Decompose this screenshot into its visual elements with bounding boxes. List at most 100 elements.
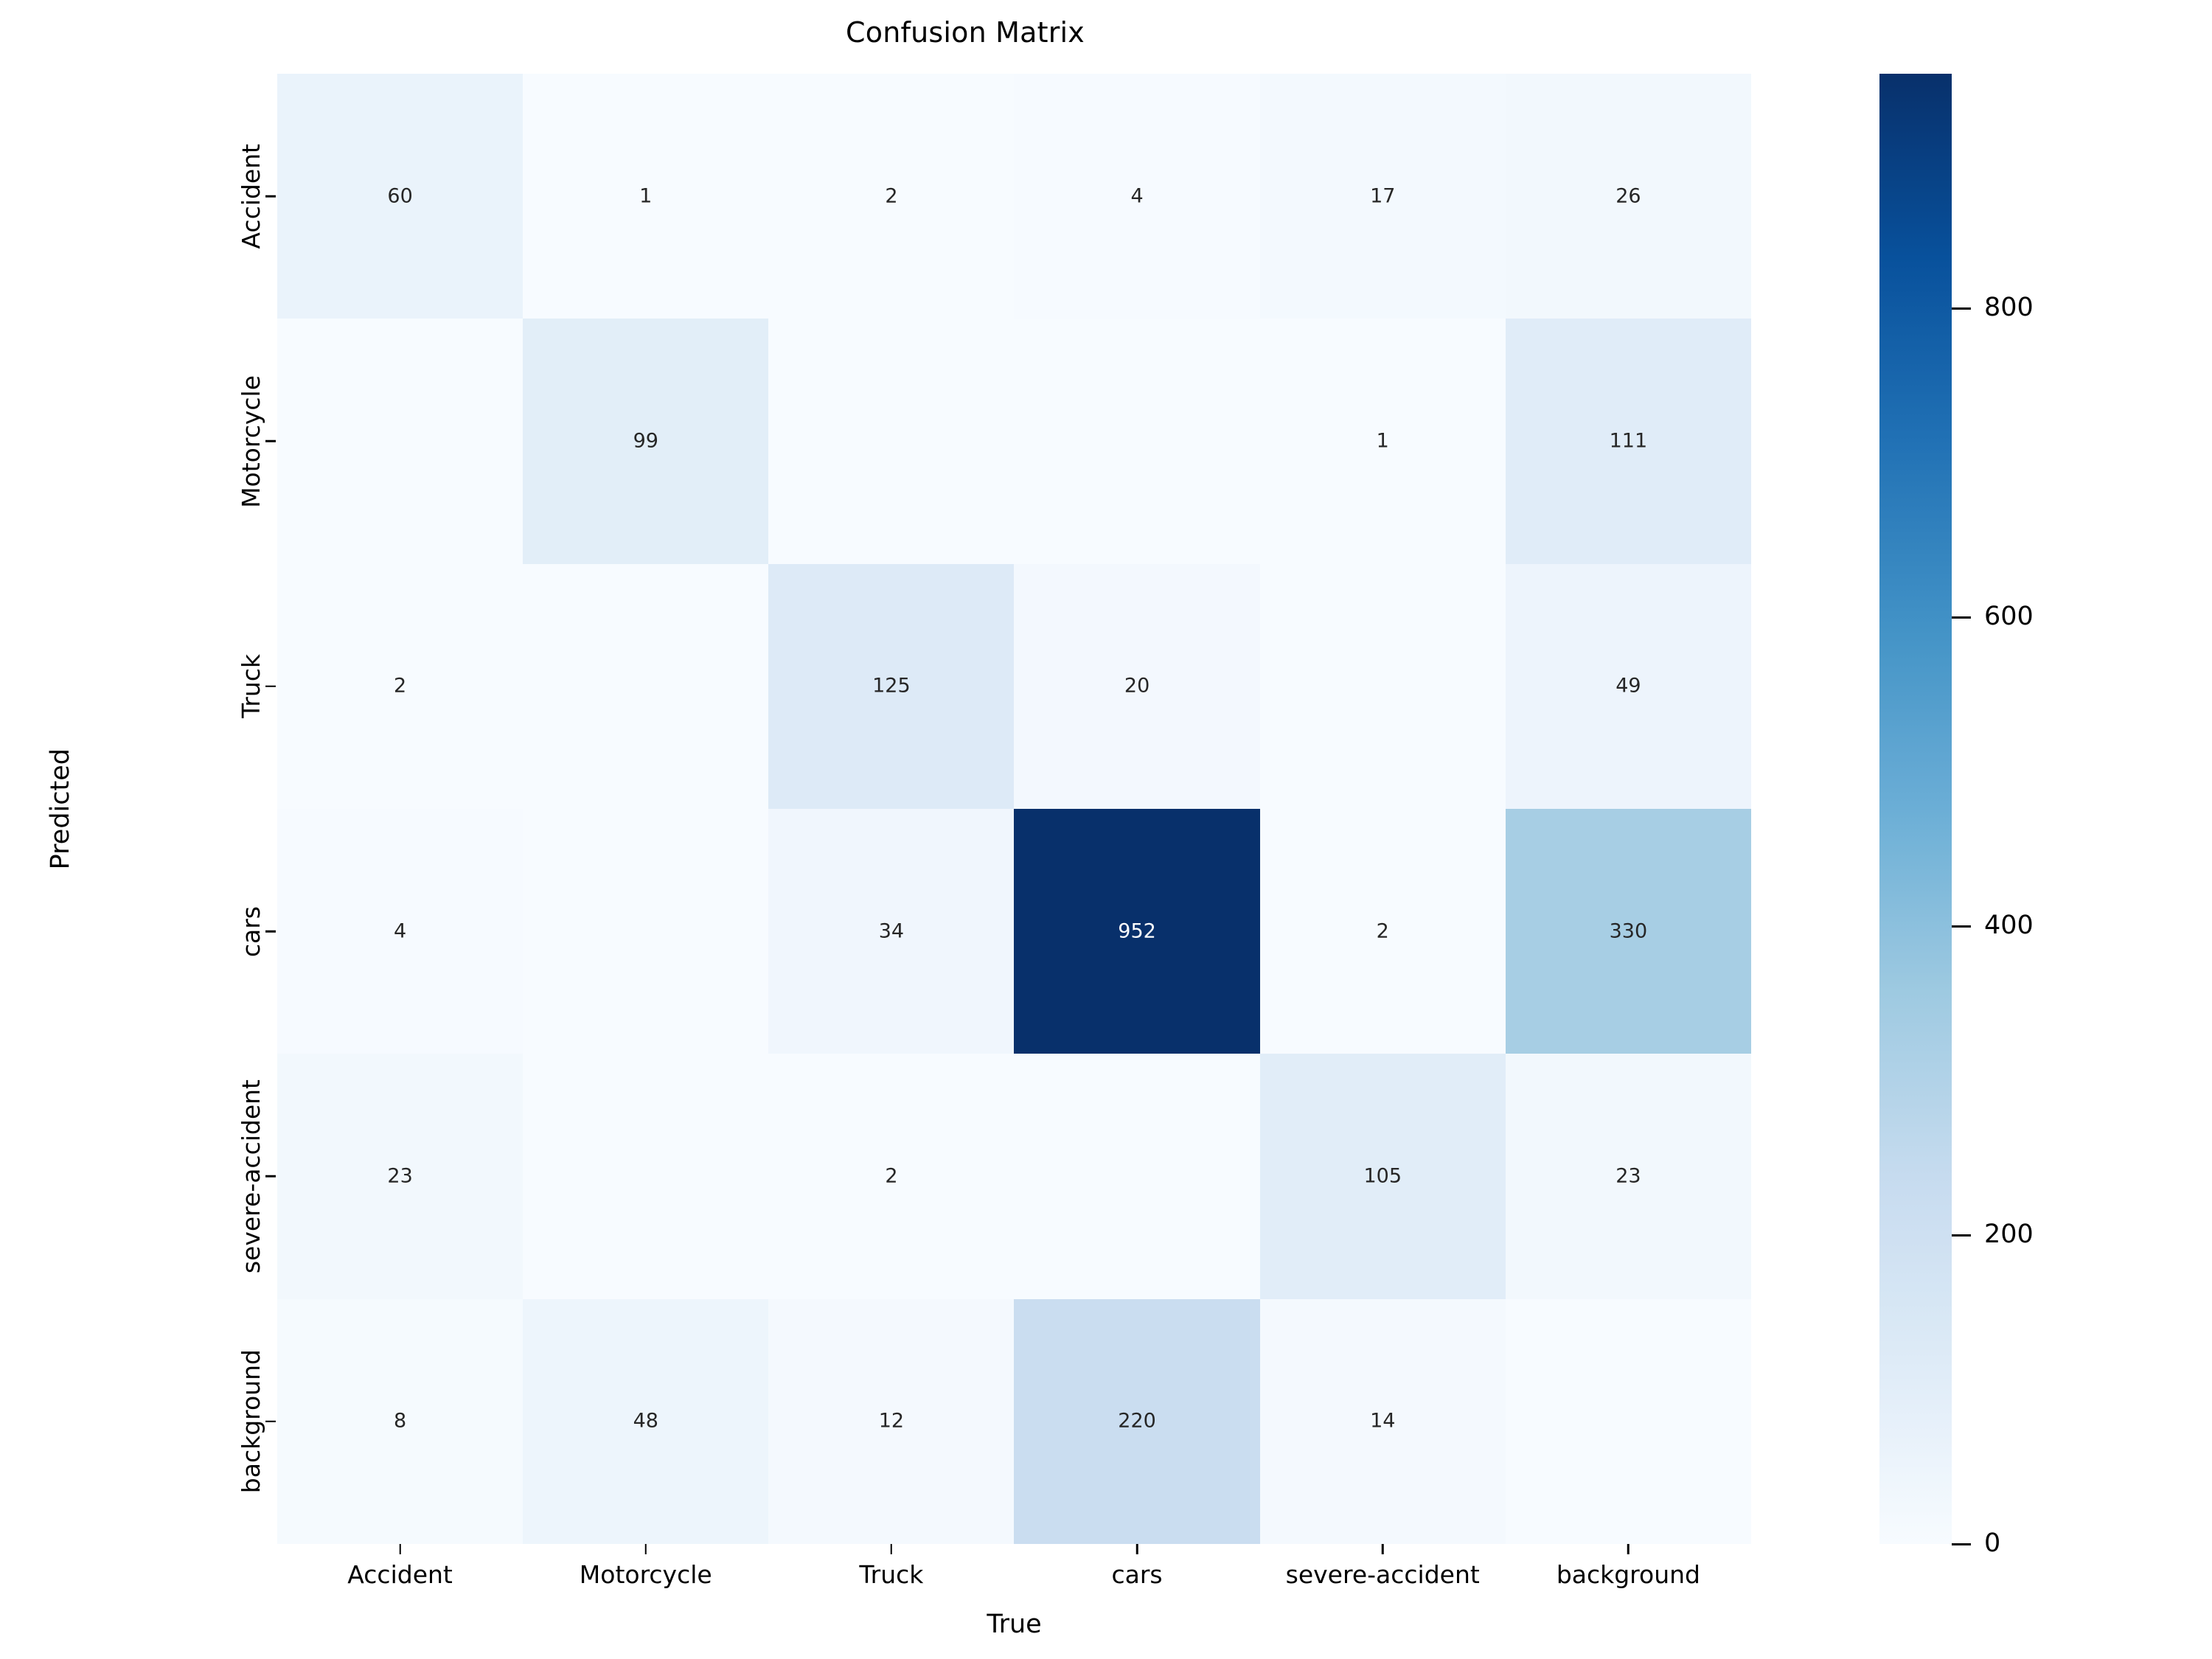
heatmap-cell: 60	[277, 74, 524, 319]
y-axis-tick-background: background	[0, 1299, 276, 1544]
x-tick-mark	[890, 1544, 893, 1554]
y-axis-tick-motorcycle: Motorcycle	[0, 319, 276, 563]
heatmap-cell	[1014, 1054, 1260, 1299]
heatmap-cell: 125	[768, 563, 1015, 809]
x-tick-mark	[1135, 1544, 1138, 1554]
cell-value: 1	[1376, 429, 1389, 453]
x-tick-label-text: severe-accident	[1285, 1560, 1480, 1589]
x-axis-tick-motorcycle: Motorcycle	[523, 1544, 768, 1596]
x-axis-tick-truck: Truck	[768, 1544, 1014, 1596]
heatmap-cell: 105	[1259, 1054, 1506, 1299]
y-tick-label-text: Motorcycle	[237, 375, 265, 508]
heatmap-cell: 1	[1259, 319, 1506, 564]
x-tick-mark	[1381, 1544, 1384, 1554]
y-tick-mark	[265, 1420, 276, 1423]
heatmap-cell: 26	[1505, 74, 1751, 319]
heatmap-cell: 952	[1014, 809, 1260, 1054]
colorbar: 0 200 400 600 800	[1879, 74, 2160, 1558]
cell-value: 111	[1609, 429, 1648, 453]
chart-title: Confusion Matrix	[846, 16, 1085, 49]
x-tick-mark	[644, 1544, 647, 1554]
heatmap-cell: 330	[1505, 809, 1751, 1054]
y-tick-mark	[265, 685, 276, 688]
heatmap-cell: 12	[768, 1298, 1015, 1544]
heatmap-plot-area: 60 1 2 4 17 26 99 1 111 2 125 20 49 4 34 952 2 330 23 2 105 2…	[277, 74, 1751, 1544]
cell-value: 952	[1118, 919, 1156, 943]
heatmap-cell: 4	[1014, 74, 1260, 319]
cell-value: 1	[639, 184, 653, 208]
x-tick-label-text: Accident	[347, 1560, 453, 1589]
x-axis-tick-severe-accident: severe-accident	[1260, 1544, 1506, 1596]
x-tick-label-text: Motorcycle	[579, 1560, 712, 1589]
heatmap-cell	[523, 809, 769, 1054]
heatmap-cell	[1014, 319, 1260, 564]
heatmap-cell: 99	[523, 319, 769, 564]
heatmap-cell	[1505, 1298, 1751, 1544]
heatmap-cell	[1259, 563, 1506, 809]
heatmap-cell: 2	[277, 563, 524, 809]
cell-value: 4	[1130, 184, 1144, 208]
cell-value: 330	[1609, 919, 1648, 943]
colorbar-tick-mark	[1952, 925, 1971, 928]
heatmap-cell: 8	[277, 1298, 524, 1544]
x-tick-label-text: Truck	[859, 1560, 924, 1589]
cell-value: 2	[885, 1164, 898, 1188]
cell-value: 105	[1363, 1164, 1402, 1188]
x-axis-tick-accident: Accident	[277, 1544, 523, 1596]
heatmap-cell: 111	[1505, 319, 1751, 564]
heatmap-cell	[523, 1054, 769, 1299]
cell-value: 49	[1615, 674, 1641, 698]
heatmap-cell: 48	[523, 1298, 769, 1544]
colorbar-tick-label: 200	[1984, 1220, 2034, 1250]
heatmap-cell: 23	[277, 1054, 524, 1299]
y-tick-label-text: Truck	[237, 654, 265, 719]
colorbar-tick-label: 400	[1984, 911, 2034, 941]
y-tick-mark	[265, 1175, 276, 1178]
y-tick-mark	[265, 195, 276, 198]
x-axis-label: True	[987, 1610, 1042, 1639]
cell-value: 2	[885, 184, 898, 208]
y-axis-tick-accident: Accident	[0, 74, 276, 319]
x-axis-tick-cars: cars	[1014, 1544, 1259, 1596]
colorbar-tick-mark	[1952, 1543, 1971, 1545]
cell-value: 8	[393, 1409, 407, 1433]
y-axis-tick-cars: cars	[0, 809, 276, 1054]
heatmap-cell: 17	[1259, 74, 1506, 319]
y-tick-mark	[265, 930, 276, 933]
y-tick-label-text: cars	[237, 905, 265, 957]
cell-value: 34	[878, 919, 905, 943]
heatmap-cell: 220	[1014, 1298, 1260, 1544]
colorbar-tick-mark	[1952, 616, 1971, 619]
x-tick-label-text: background	[1556, 1560, 1700, 1589]
heatmap-cell	[768, 319, 1015, 564]
y-tick-label-text: background	[237, 1349, 265, 1494]
y-tick-mark	[265, 440, 276, 442]
x-axis-tick-labels: Accident Motorcycle Truck cars severe-accide…	[277, 1544, 1751, 1596]
heatmap-cell: 34	[768, 809, 1015, 1054]
colorbar-tick-label: 800	[1984, 293, 2034, 323]
y-axis-tick-truck: Truck	[0, 564, 276, 809]
cell-value: 2	[393, 674, 407, 698]
cell-value: 220	[1118, 1409, 1156, 1433]
y-axis-tick-labels: Accident Motorcycle Truck cars severe-accide…	[0, 74, 276, 1544]
colorbar-tick-label: 0	[1984, 1528, 2001, 1558]
heatmap-cell: 20	[1014, 563, 1260, 809]
heatmap-cell: 23	[1505, 1054, 1751, 1299]
cell-value: 2	[1376, 919, 1389, 943]
x-tick-label-text: cars	[1111, 1560, 1163, 1589]
colorbar-gradient	[1879, 74, 1952, 1544]
cell-value: 14	[1370, 1409, 1396, 1433]
heatmap-cell: 14	[1259, 1298, 1506, 1544]
colorbar-tick-mark	[1952, 307, 1971, 310]
x-tick-mark	[399, 1544, 401, 1554]
cell-value: 99	[633, 429, 658, 453]
y-axis-tick-severe-accident: severe-accident	[0, 1054, 276, 1298]
cell-value: 23	[387, 1164, 413, 1188]
heatmap-cell: 1	[523, 74, 769, 319]
x-axis-tick-background: background	[1506, 1544, 1751, 1596]
cell-value: 125	[872, 674, 911, 698]
heatmap-cell	[523, 563, 769, 809]
cell-value: 48	[633, 1409, 658, 1433]
colorbar-tick-label: 600	[1984, 602, 2034, 632]
